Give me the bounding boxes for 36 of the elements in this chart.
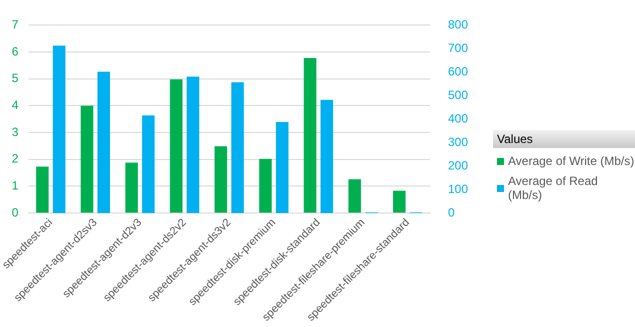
bar [80, 106, 94, 213]
bar [393, 190, 406, 213]
y-tick-label: 3 [12, 124, 19, 139]
bar [259, 158, 272, 213]
bar [276, 122, 288, 214]
bar [36, 166, 49, 213]
y-tick-label: 1 [12, 178, 19, 193]
bar [231, 82, 244, 214]
y2-tick-label: 700 [448, 41, 468, 55]
bar [304, 58, 316, 213]
legend-label: Average of Read (Mb/s) [508, 174, 599, 202]
y2-tick-label: 100 [448, 182, 468, 196]
bar [214, 146, 228, 213]
y2-tick-label: 0 [448, 205, 455, 220]
y2-tick-label: 400 [448, 111, 468, 126]
bar [320, 100, 334, 214]
y-tick-label: 5 [12, 71, 19, 86]
y-tick-label: 2 [12, 152, 19, 166]
bar [52, 46, 66, 214]
y-tick-label: 6 [12, 44, 19, 58]
y-tick-label: 7 [12, 18, 19, 32]
bar [97, 72, 110, 214]
y2-tick-label: 200 [448, 158, 468, 172]
bar [142, 115, 155, 214]
y2-tick-label: 800 [448, 18, 468, 32]
y2-tick-label: 300 [448, 134, 468, 149]
bar [186, 76, 200, 214]
y-tick-label: 4 [12, 98, 19, 112]
y2-tick-label: 600 [448, 64, 468, 78]
bar [170, 79, 182, 213]
legend-label: Average of Write (Mb/s) [508, 154, 634, 168]
legend-title: Values [493, 130, 635, 148]
y-tick-label: 0 [12, 205, 19, 220]
y2-tick-label: 500 [448, 88, 468, 102]
bar [348, 179, 361, 213]
bar [125, 162, 138, 213]
